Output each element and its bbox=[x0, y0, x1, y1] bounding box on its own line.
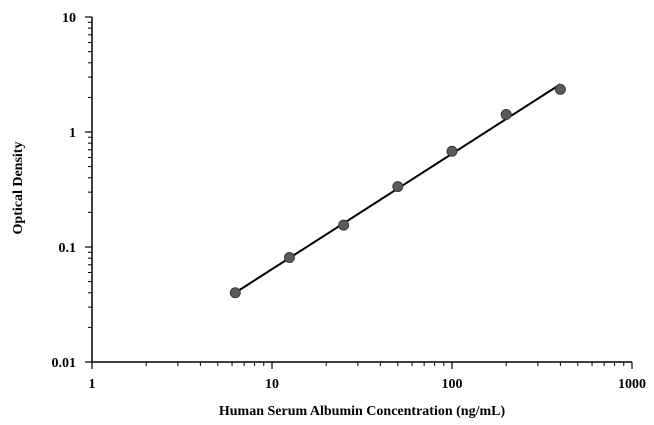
y-tick-label: 10 bbox=[62, 11, 76, 26]
x-tick-label: 1000 bbox=[618, 377, 646, 392]
y-tick-label: 0.1 bbox=[59, 241, 77, 256]
data-point bbox=[554, 83, 566, 95]
data-point bbox=[500, 108, 512, 120]
axes bbox=[91, 17, 632, 363]
data-point bbox=[338, 219, 350, 231]
x-axis-title: Human Serum Albumin Concentration (ng/mL… bbox=[219, 404, 506, 419]
data-point bbox=[283, 252, 295, 264]
y-tick-label: 1 bbox=[69, 126, 76, 141]
ticks bbox=[85, 16, 633, 369]
x-tick-label: 10 bbox=[265, 377, 279, 392]
data-point bbox=[446, 145, 458, 157]
x-tick-label: 1 bbox=[89, 377, 96, 392]
data-point bbox=[392, 181, 404, 193]
y-axis-title: Optical Density bbox=[11, 142, 26, 235]
data-point bbox=[229, 287, 241, 299]
tick-labels: 1 10 100 1000 0.01 0.1 1 10 bbox=[52, 11, 647, 392]
data-points bbox=[229, 83, 566, 299]
x-tick-label: 100 bbox=[442, 377, 463, 392]
y-tick-label: 0.01 bbox=[52, 356, 77, 371]
